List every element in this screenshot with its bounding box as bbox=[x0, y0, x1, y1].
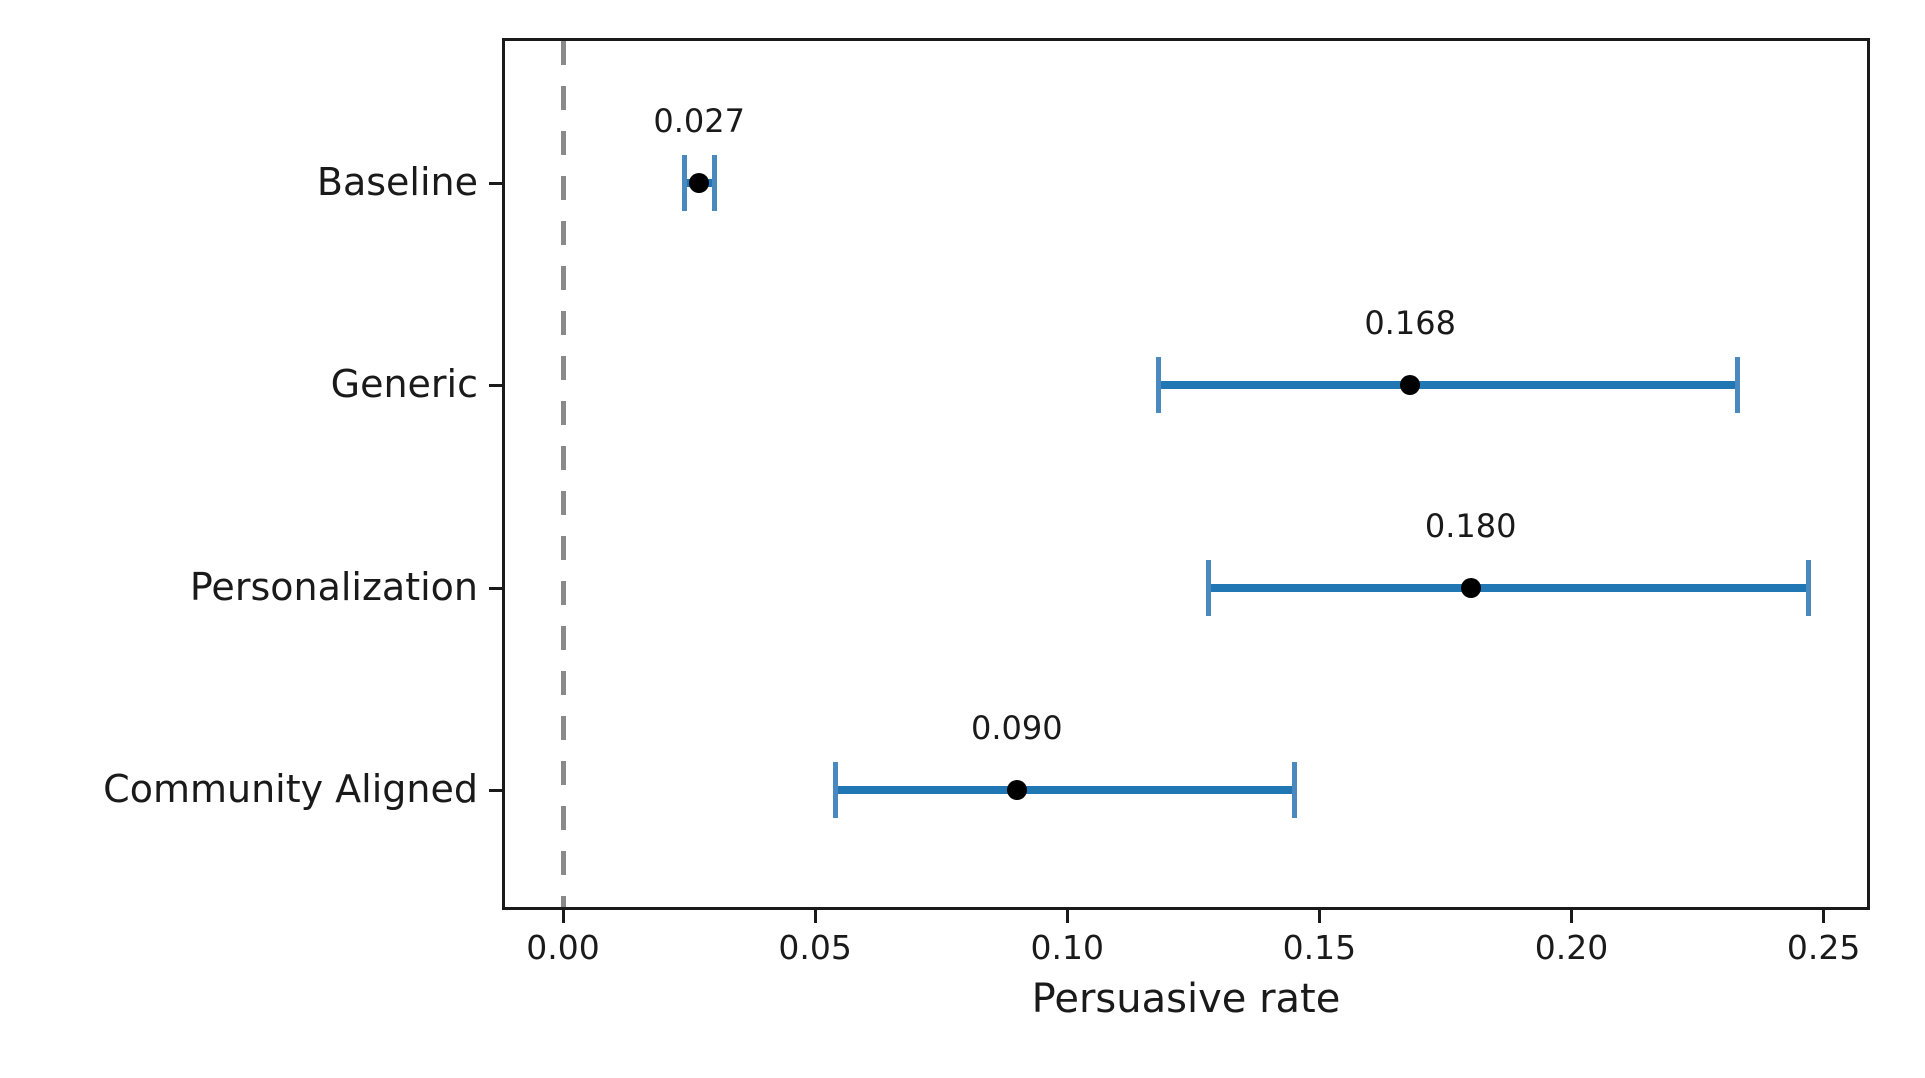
x-tick-label: 0.20 bbox=[1534, 928, 1609, 967]
error-bar-cap-right bbox=[1735, 357, 1741, 413]
x-tick-mark bbox=[561, 910, 565, 923]
y-tick-mark bbox=[489, 788, 502, 792]
x-tick-label: 0.05 bbox=[778, 928, 852, 967]
x-tick-label: 0.10 bbox=[1030, 928, 1104, 967]
x-tick-mark bbox=[813, 910, 817, 923]
data-point bbox=[689, 173, 710, 193]
point-value-label: 0.027 bbox=[653, 102, 745, 140]
y-tick-label-generic: Generic bbox=[330, 362, 478, 407]
point-value-label: 0.090 bbox=[971, 709, 1063, 747]
error-bar bbox=[1158, 381, 1738, 389]
data-point bbox=[1460, 578, 1481, 598]
x-tick-mark bbox=[1569, 910, 1573, 923]
error-bar-cap-left bbox=[832, 762, 838, 818]
x-tick-label: 0.15 bbox=[1282, 928, 1357, 967]
error-bar-cap-left bbox=[1205, 560, 1211, 616]
error-bar-cap-left bbox=[1155, 357, 1161, 413]
x-tick-mark bbox=[1065, 910, 1069, 923]
data-point bbox=[1400, 375, 1421, 395]
error-bar bbox=[835, 786, 1295, 794]
y-tick-label-baseline: Baseline bbox=[316, 160, 478, 205]
data-point bbox=[1006, 780, 1027, 800]
plot-area bbox=[502, 38, 1870, 910]
y-tick-label-personalization: Personalization bbox=[189, 565, 478, 610]
error-bar-cap-right bbox=[711, 155, 717, 211]
error-bar-cap-left bbox=[681, 155, 687, 211]
zero-reference-line bbox=[560, 41, 566, 907]
x-tick-mark bbox=[1317, 910, 1321, 923]
point-value-label: 0.180 bbox=[1424, 507, 1517, 545]
error-bar-cap-right bbox=[1291, 762, 1297, 818]
y-tick-mark bbox=[489, 383, 502, 387]
x-tick-label: 0.00 bbox=[526, 928, 600, 967]
error-bar-cap-right bbox=[1805, 560, 1811, 616]
x-tick-label: 0.25 bbox=[1786, 928, 1861, 967]
y-tick-mark bbox=[489, 586, 502, 590]
y-tick-label-community-aligned: Community Aligned bbox=[103, 767, 478, 812]
x-tick-mark bbox=[1822, 910, 1826, 923]
error-bar bbox=[1208, 584, 1809, 592]
y-tick-mark bbox=[489, 181, 502, 185]
point-value-label: 0.168 bbox=[1364, 304, 1456, 342]
x-axis-title: Persuasive rate bbox=[1031, 976, 1341, 1022]
